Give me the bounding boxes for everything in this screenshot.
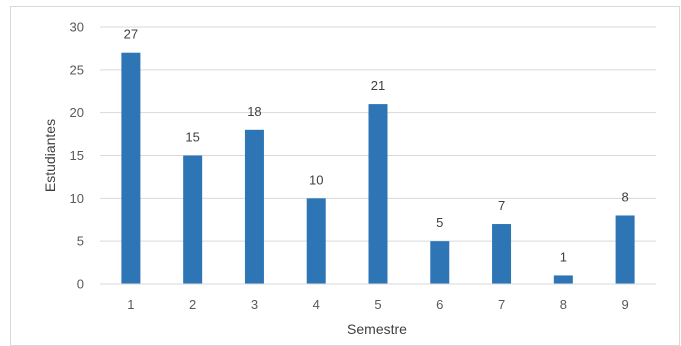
data-label: 18: [247, 104, 261, 119]
data-label: 7: [498, 198, 505, 213]
x-tick-label: 2: [189, 297, 196, 312]
data-label: 10: [309, 172, 323, 187]
data-label: 15: [185, 130, 199, 145]
bar: [615, 215, 635, 284]
data-label: 21: [371, 78, 385, 93]
x-tick-label: 7: [498, 297, 505, 312]
x-tick-label: 6: [436, 297, 443, 312]
x-tick-label: 3: [251, 297, 258, 312]
y-axis-title: Estudiantes: [42, 119, 58, 192]
bar: [244, 129, 264, 284]
bar: [306, 198, 326, 284]
y-tick-label: 0: [77, 277, 84, 292]
x-tick-label: 5: [374, 297, 381, 312]
y-tick-label: 5: [77, 234, 84, 249]
y-tick-label: 30: [70, 20, 84, 35]
y-tick-label: 25: [70, 62, 84, 77]
x-axis-title: Semestre: [347, 321, 407, 337]
x-tick-label: 9: [621, 297, 628, 312]
data-label: 1: [560, 249, 567, 264]
y-tick-labels: 0 5 10 15 20 25 30: [70, 20, 84, 292]
x-tick-label: 4: [313, 297, 320, 312]
data-label: 5: [436, 215, 443, 230]
y-tick-label: 10: [70, 191, 84, 206]
bar: [368, 104, 388, 284]
bars: [121, 52, 635, 285]
x-tick-label: 1: [127, 297, 134, 312]
data-label: 27: [124, 27, 138, 42]
bar: [430, 241, 450, 284]
bar: [183, 155, 203, 284]
y-tick-label: 15: [70, 148, 84, 163]
bar: [492, 224, 512, 284]
bar: [121, 52, 141, 285]
data-label: 8: [621, 189, 628, 204]
bar: [553, 275, 573, 284]
x-tick-labels: 1 2 3 4 5 6 7 8 9: [127, 297, 628, 312]
x-tick-label: 8: [560, 297, 567, 312]
y-tick-label: 20: [70, 105, 84, 120]
